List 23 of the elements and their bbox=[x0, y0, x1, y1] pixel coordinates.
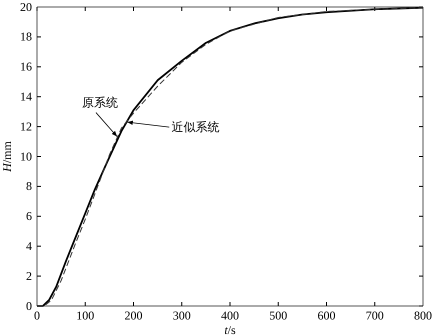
y-axis-title: H/mm bbox=[0, 140, 14, 173]
x-tick-label: 600 bbox=[318, 308, 336, 323]
x-tick-label: 500 bbox=[269, 308, 288, 323]
y-tick-label: 18 bbox=[20, 30, 32, 44]
y-tick-label: 4 bbox=[26, 239, 32, 254]
y-tick-label: 12 bbox=[20, 119, 32, 134]
y-tick-label: 6 bbox=[26, 209, 32, 224]
y-tick-label: 2 bbox=[26, 268, 32, 283]
y-tick-label: 14 bbox=[20, 90, 32, 104]
x-tick-label: 300 bbox=[172, 308, 191, 323]
x-tick-label: 800 bbox=[414, 308, 432, 323]
x-tick-label: 200 bbox=[124, 308, 142, 323]
x-tick-label: 700 bbox=[366, 308, 384, 323]
annotation: 原系统 bbox=[82, 96, 118, 110]
y-tick-label: 10 bbox=[20, 149, 32, 164]
y-tick-label: 8 bbox=[26, 179, 32, 194]
x-axis-title: t/s bbox=[224, 323, 236, 336]
y-tick-label: 20 bbox=[20, 0, 32, 14]
annotation: 近似系统 bbox=[171, 120, 220, 134]
x-tick-label: 100 bbox=[76, 308, 94, 323]
y-tick-label: 0 bbox=[26, 298, 32, 313]
x-tick-label: 400 bbox=[221, 308, 239, 323]
y-tick-label: 16 bbox=[20, 60, 32, 74]
